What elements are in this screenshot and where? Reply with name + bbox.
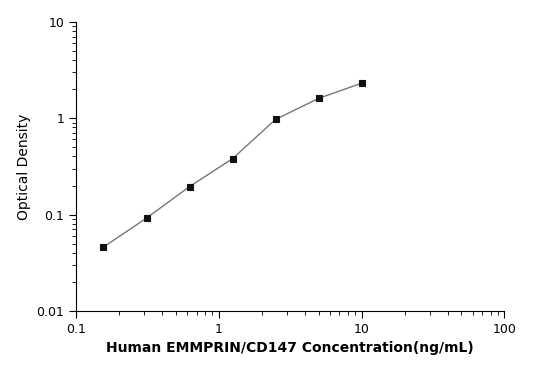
Y-axis label: Optical Density: Optical Density — [17, 113, 31, 219]
X-axis label: Human EMMPRIN/CD147 Concentration(ng/mL): Human EMMPRIN/CD147 Concentration(ng/mL) — [106, 341, 474, 355]
